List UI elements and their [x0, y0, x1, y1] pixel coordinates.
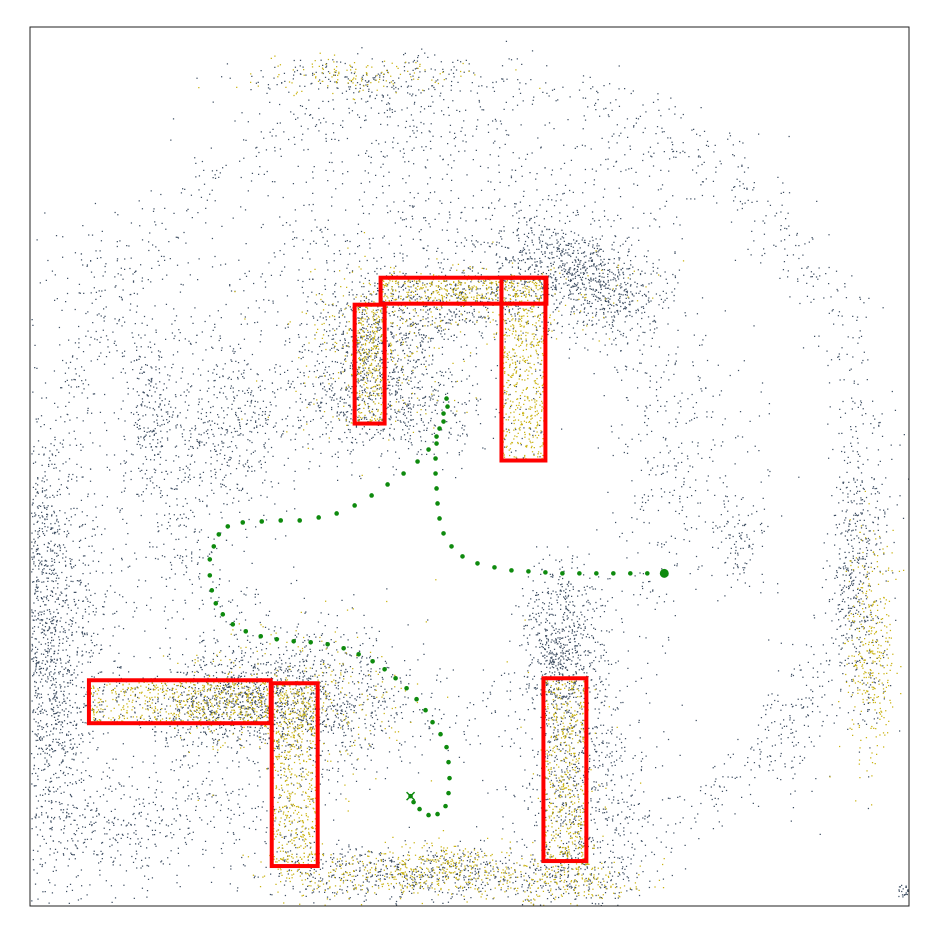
- trajectory-point: [240, 520, 246, 525]
- trajectory-point: [230, 622, 236, 627]
- trajectory-point: [216, 532, 222, 537]
- trajectory-point: [445, 404, 450, 409]
- trajectory-point: [644, 571, 650, 576]
- trajectory-point: [220, 612, 226, 617]
- trajectory-point: [341, 645, 346, 651]
- trajectory-point: [385, 482, 390, 487]
- trajectory-point: [434, 434, 439, 439]
- trajectory-point: [447, 775, 452, 781]
- trajectory-point: [415, 459, 420, 464]
- trajectory-point: [437, 516, 442, 521]
- trajectory-point: [278, 518, 284, 523]
- trajectory-point: [449, 544, 454, 549]
- trajectory-point: [207, 557, 213, 562]
- trajectory-point: [209, 588, 215, 593]
- trajectory-point: [258, 634, 264, 639]
- obstacle-box-3: [499, 275, 548, 463]
- trajectory-point: [492, 565, 497, 570]
- trajectory-point: [444, 396, 449, 401]
- obstacle-box-4: [86, 678, 273, 726]
- trajectory-point: [426, 447, 431, 452]
- trajectory-point: [475, 561, 480, 566]
- trajectory-point: [435, 501, 440, 506]
- trajectory-point: [438, 731, 443, 737]
- trajectory-point: [433, 471, 438, 476]
- point-cloud-layer: [31, 40, 910, 907]
- obstacle-box-6: [541, 676, 589, 864]
- trajectory-point: [352, 503, 357, 508]
- trajectory-point: [325, 641, 330, 647]
- trajectory-point: [411, 799, 416, 805]
- obstacle-boxes-layer: [86, 275, 589, 869]
- trajectory-point: [526, 569, 531, 574]
- trajectory-point: [443, 803, 448, 809]
- trajectory-point: [297, 518, 302, 523]
- trajectory-point: [213, 601, 219, 606]
- trajectory-point: [211, 544, 217, 549]
- trajectory-layer: [207, 396, 669, 818]
- trajectory-point: [243, 629, 249, 634]
- trajectory-point: [291, 639, 297, 644]
- point-cloud-highlight: [89, 52, 905, 907]
- trajectory-point: [434, 441, 439, 446]
- trajectory-point: [509, 568, 514, 573]
- obstacle-box-5: [269, 681, 320, 869]
- trajectory-point: [414, 696, 419, 702]
- trajectory-point: [628, 571, 633, 576]
- trajectory-point: [274, 637, 280, 642]
- trajectory-point: [382, 666, 387, 672]
- plot-frame: [29, 26, 910, 907]
- trajectory-end-marker: [406, 791, 416, 801]
- trajectory-point: [441, 531, 446, 536]
- trajectory-point: [441, 419, 446, 424]
- trajectory-start-marker: [659, 568, 669, 578]
- trajectory-point: [426, 812, 431, 818]
- trajectory-point: [434, 486, 439, 491]
- trajectory-point: [444, 744, 449, 750]
- trajectory-point: [446, 790, 451, 796]
- trajectory-point: [417, 806, 422, 812]
- trajectory-point: [369, 493, 374, 498]
- trajectory-point: [460, 554, 465, 559]
- trajectory-point: [423, 707, 428, 713]
- trajectory-point: [577, 571, 582, 576]
- trajectory-point: [356, 651, 361, 657]
- trajectory-point: [207, 573, 213, 578]
- trajectory-point: [446, 759, 451, 765]
- trajectory-point: [430, 719, 435, 725]
- trajectory-point: [308, 640, 313, 645]
- trajectory-point: [433, 456, 438, 461]
- trajectory-point: [611, 571, 616, 576]
- trajectory-point: [259, 519, 265, 524]
- trajectory-point: [543, 570, 548, 575]
- trajectory-point: [404, 685, 409, 691]
- trajectory-point: [393, 675, 398, 681]
- obstacle-box-1: [352, 302, 387, 426]
- trajectory-point: [437, 426, 442, 431]
- point-cloud-dark: [31, 40, 910, 907]
- trajectory-point: [594, 571, 599, 576]
- trajectory-point: [225, 524, 231, 529]
- trajectory-point: [334, 511, 339, 516]
- trajectory-point: [435, 811, 440, 817]
- trajectory-point: [441, 411, 446, 416]
- trajectory-point: [370, 658, 375, 664]
- trajectory-point: [401, 471, 406, 476]
- trajectory-point: [316, 515, 321, 520]
- trajectory-point: [560, 571, 565, 576]
